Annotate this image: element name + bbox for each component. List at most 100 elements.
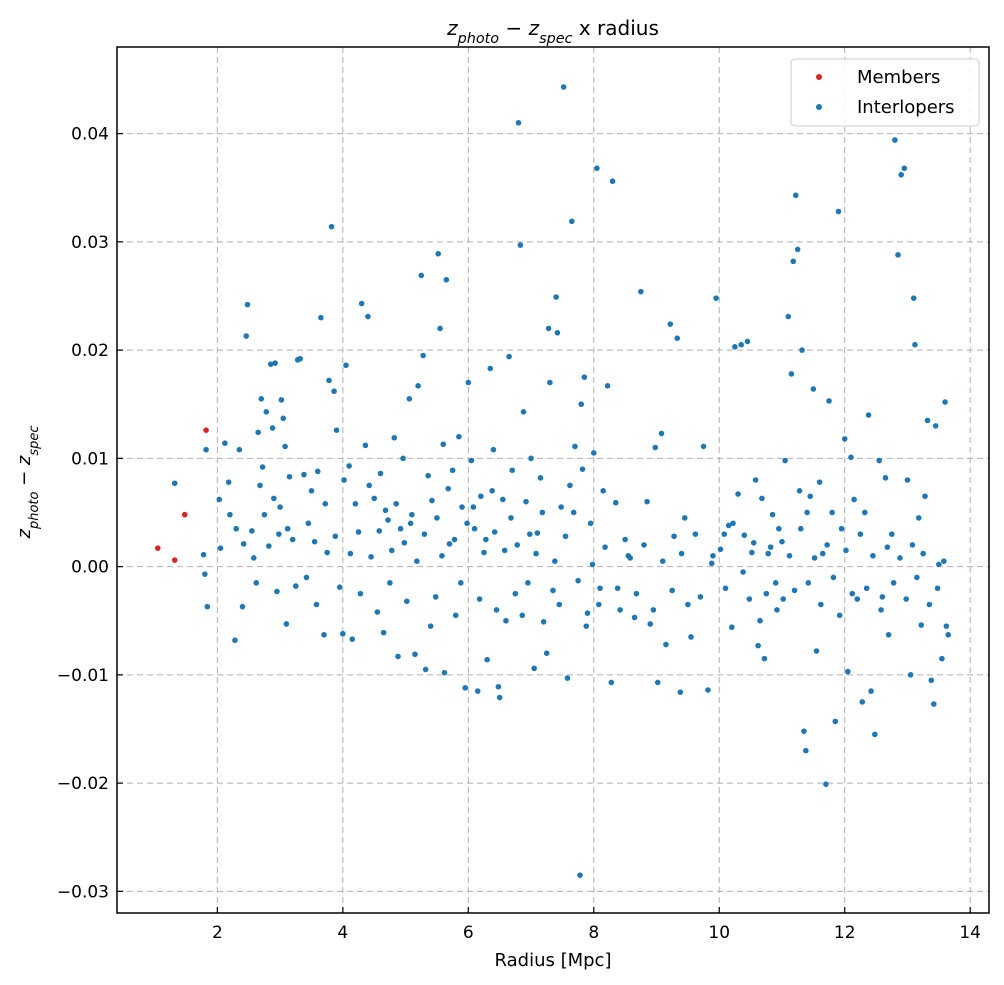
interlopers-point xyxy=(909,542,916,548)
interlopers-point xyxy=(725,522,732,529)
interlopers-point xyxy=(755,642,761,649)
interlopers-point xyxy=(930,701,937,707)
interlopers-point xyxy=(692,531,699,537)
interlopers-point xyxy=(907,672,914,678)
interlopers-point xyxy=(614,585,621,592)
interlopers-point xyxy=(313,601,320,608)
interlopers-point xyxy=(297,355,303,362)
interlopers-point xyxy=(457,580,464,586)
interlopers-point xyxy=(928,677,935,684)
interlopers-point xyxy=(843,547,849,554)
interlopers-point xyxy=(939,655,945,662)
interlopers-point xyxy=(255,429,261,436)
interlopers-point xyxy=(528,455,534,462)
interlopers-point xyxy=(832,718,839,725)
members-point xyxy=(181,511,188,518)
interlopers-point xyxy=(500,496,506,503)
interlopers-point xyxy=(876,457,883,464)
interlopers-point xyxy=(740,569,746,575)
interlopers-point xyxy=(443,276,450,283)
interlopers-point xyxy=(746,596,753,602)
grid-lines xyxy=(117,47,989,913)
axis-ticks: 2 4 6 8 10 12 14 −0.03 −0.02 −0.01 0.00 0.01 0.02 0.0… xyxy=(57,125,981,943)
y-tick-label: 0.01 xyxy=(71,449,109,469)
interlopers-point xyxy=(936,561,942,568)
interlopers-point xyxy=(659,558,666,564)
interlopers-point xyxy=(769,511,776,518)
interlopers-point xyxy=(579,466,586,472)
legend-box xyxy=(790,58,980,127)
interlopers-point xyxy=(575,577,581,584)
interlopers-point xyxy=(202,571,208,577)
interlopers-point xyxy=(895,252,901,258)
interlopers-point xyxy=(562,533,569,540)
interlopers-point xyxy=(861,509,868,516)
interlopers-point xyxy=(283,621,290,627)
interlopers-point xyxy=(750,539,757,546)
interlopers-point xyxy=(587,520,594,527)
interlopers-point xyxy=(910,295,917,301)
interlopers-point xyxy=(462,685,468,691)
interlopers-point xyxy=(560,84,567,90)
legend-label-members: Members xyxy=(857,67,940,88)
interlopers-point xyxy=(830,574,837,581)
interlopers-point xyxy=(501,547,508,554)
x-tick-label: 12 xyxy=(834,923,856,943)
interlopers-point xyxy=(674,335,681,341)
interlopers-point xyxy=(813,648,820,654)
interlopers-point xyxy=(688,634,694,640)
interlopers-point xyxy=(884,544,891,550)
interlopers-point xyxy=(788,371,795,377)
interlopers-point xyxy=(324,549,330,556)
interlopers-point xyxy=(305,520,312,527)
interlopers-point xyxy=(514,542,521,548)
interlopers-point xyxy=(258,396,265,402)
interlopers-point xyxy=(878,607,884,613)
interlopers-point xyxy=(478,493,484,500)
interlopers-point xyxy=(347,550,354,557)
interlopers-point xyxy=(474,688,481,694)
chart-title: zphoto − zspec x radius xyxy=(446,16,659,47)
interlopers-point xyxy=(239,603,246,610)
members-point xyxy=(203,427,209,434)
interlopers-point xyxy=(459,504,465,510)
interlopers-point xyxy=(697,594,704,600)
interlopers-point xyxy=(446,541,453,547)
interlopers-point xyxy=(227,511,233,518)
members-point xyxy=(154,545,161,551)
interlopers-point xyxy=(667,321,674,327)
interlopers-point xyxy=(791,587,798,594)
interlopers-point xyxy=(374,609,381,615)
interlopers-point xyxy=(810,386,817,392)
interlopers-point xyxy=(590,450,597,456)
interlopers-point xyxy=(355,529,362,535)
interlopers-point xyxy=(772,580,779,586)
interlopers-point xyxy=(441,669,448,676)
interlopers-point xyxy=(336,584,343,590)
interlopers-point xyxy=(799,347,805,353)
interlopers-point xyxy=(204,603,211,610)
interlopers-point xyxy=(464,520,470,527)
interlopers-point xyxy=(326,377,332,384)
interlopers-point xyxy=(286,473,293,480)
interlopers-point xyxy=(583,623,590,629)
interlopers-point xyxy=(506,353,512,360)
interlopers-point xyxy=(421,531,428,537)
interlopers-point xyxy=(523,498,529,505)
interlopers-point xyxy=(924,417,931,424)
interlopers-point xyxy=(470,504,477,510)
interlopers-point xyxy=(829,509,835,516)
interlopers-point xyxy=(600,488,606,494)
interlopers-point xyxy=(625,552,632,559)
interlopers-point xyxy=(658,430,665,437)
interlopers-point xyxy=(404,598,410,605)
interlopers-point xyxy=(622,536,628,543)
interlopers-point xyxy=(604,383,611,389)
x-tick-label: 6 xyxy=(463,923,474,943)
interlopers-point xyxy=(491,529,498,535)
interlopers-point xyxy=(534,530,541,536)
interlopers-point xyxy=(892,137,898,143)
interlopers-point xyxy=(261,511,268,518)
interlopers-point xyxy=(308,488,315,494)
interlopers-point xyxy=(757,617,763,624)
